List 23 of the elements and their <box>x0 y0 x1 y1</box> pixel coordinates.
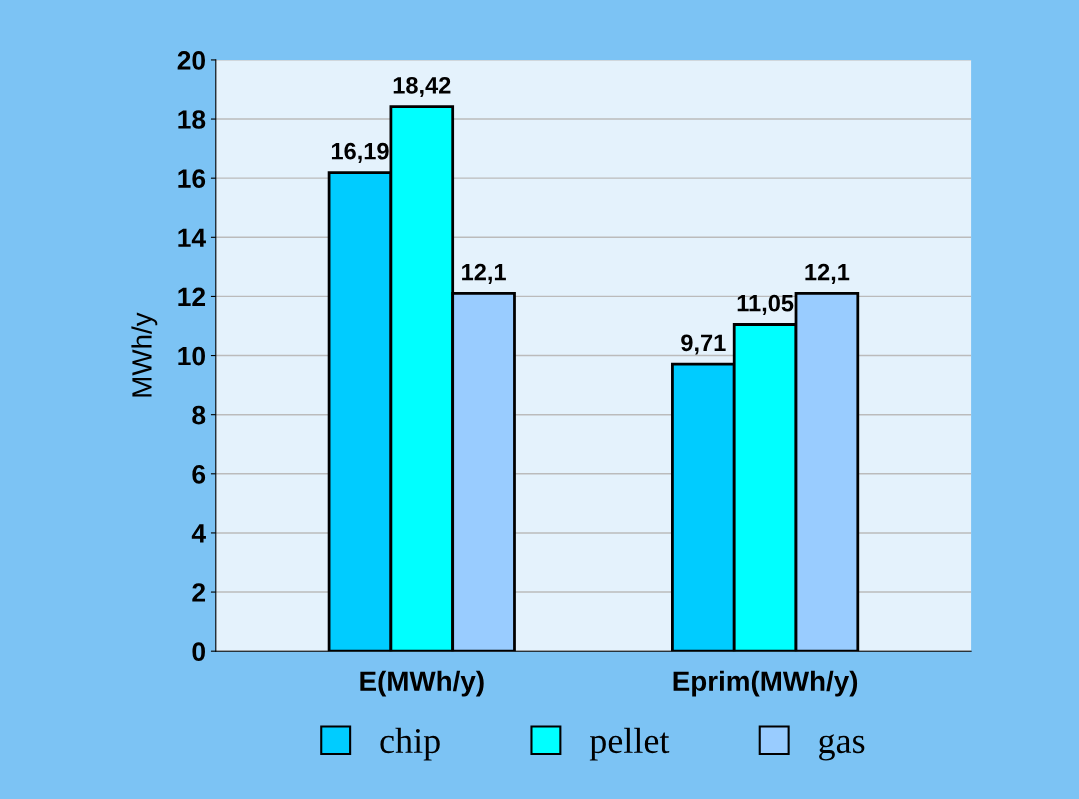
data-label: 16,19 <box>331 142 389 163</box>
data-label: 18,42 <box>393 76 451 98</box>
legend-label: gas <box>819 734 865 761</box>
legend-label: pellet <box>589 727 670 761</box>
y-axis-title: MWh/y <box>131 312 158 397</box>
y-tick-label: 12 <box>178 287 206 306</box>
data-label: 11,05 <box>737 294 794 315</box>
y-tick-label: 10 <box>178 346 205 366</box>
x-tick-label: Eprim(MWh/y) <box>673 670 858 697</box>
y-tick-label: 6 <box>192 464 206 484</box>
data-label: 12,1 <box>805 263 850 284</box>
y-tick-label: 0 <box>192 642 205 662</box>
y-tick-label: 2 <box>192 583 206 602</box>
y-tick-label: 18 <box>178 110 206 129</box>
x-tick-label: E(MWh/y) <box>360 670 484 697</box>
data-label: 9,71 <box>681 334 726 355</box>
y-tick-label: 16 <box>178 169 206 188</box>
y-tick-label: 14 <box>178 228 206 247</box>
y-tick-label: 4 <box>191 524 206 543</box>
data-label: 12,1 <box>462 263 506 284</box>
y-tick-label: 20 <box>177 51 205 70</box>
y-tick-label: 8 <box>192 405 206 425</box>
legend-label: chip <box>380 727 440 761</box>
